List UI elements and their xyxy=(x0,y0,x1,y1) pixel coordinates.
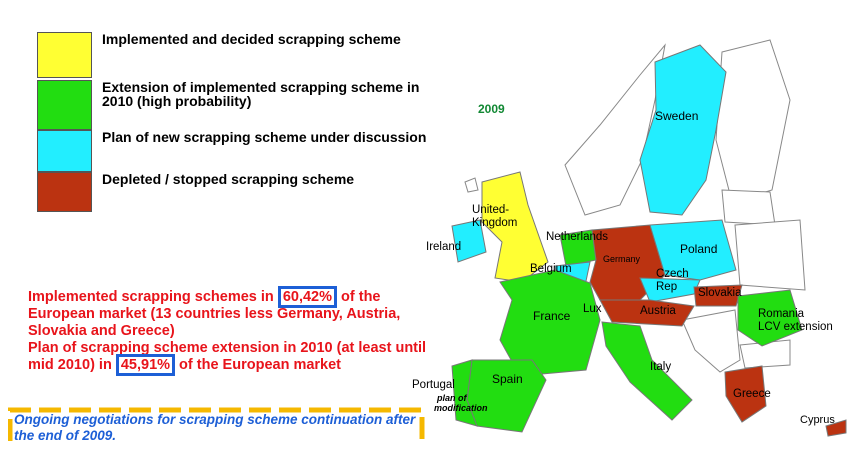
country-label: Italy xyxy=(650,361,671,373)
country xyxy=(599,299,695,327)
countries xyxy=(451,44,847,437)
country-note: modification xyxy=(434,403,488,413)
country-label: Austria xyxy=(640,305,676,317)
legend-item: Depleted / stopped scrapping scheme xyxy=(37,172,442,212)
country xyxy=(451,359,478,427)
country-label: Kingdom xyxy=(472,217,517,229)
country-label: LCV extension xyxy=(758,321,833,333)
country-label: Romania xyxy=(758,308,805,320)
country-label: Belgium xyxy=(530,263,572,275)
country xyxy=(737,289,803,347)
country xyxy=(825,419,847,437)
country xyxy=(639,44,727,216)
country xyxy=(693,284,743,307)
iceland xyxy=(464,177,479,193)
highlight: 60,42% xyxy=(277,286,337,308)
country-label: United- xyxy=(472,204,509,216)
text: Plan of scrapping scheme extension in 20… xyxy=(28,340,427,373)
legend-swatch xyxy=(37,32,92,78)
country-label: Slovakia xyxy=(698,287,742,299)
finland xyxy=(715,39,791,203)
country-label: Cyprus xyxy=(800,414,835,426)
legend-item: Implemented and decided scrapping scheme xyxy=(37,32,452,78)
highlight: 45,91% xyxy=(115,354,176,376)
east xyxy=(734,219,806,291)
summary: Implemented scrapping schemes in 60,42% … xyxy=(28,286,438,376)
legend-label: Extension of implemented scrapping schem… xyxy=(102,79,420,109)
country xyxy=(639,277,701,303)
legend-swatch xyxy=(37,80,92,130)
country xyxy=(649,219,737,281)
legend-label: Plan of new scrapping scheme under discu… xyxy=(102,129,427,145)
legend-swatch xyxy=(37,172,92,212)
country-label: Spain xyxy=(492,372,523,386)
country-label: France xyxy=(533,309,571,323)
year: 2009 xyxy=(478,102,505,116)
country-label: Lux xyxy=(583,303,602,315)
country xyxy=(451,219,487,263)
country-label: Germany xyxy=(603,254,641,264)
text: of the European market (13 countries les… xyxy=(28,289,401,339)
balkans xyxy=(681,309,741,373)
norway xyxy=(564,43,666,216)
country-note: plan of xyxy=(436,393,467,403)
country xyxy=(601,321,693,421)
country xyxy=(724,365,767,423)
text: Implemented scrapping schemes in xyxy=(28,289,278,305)
legend-item: Plan of new scrapping scheme under discu… xyxy=(37,130,442,172)
country-label: Greece xyxy=(733,388,771,400)
legend-label: Depleted / stopped scrapping scheme xyxy=(102,171,355,187)
baltics xyxy=(721,189,776,226)
frame xyxy=(8,407,425,441)
country-label: Czech xyxy=(656,268,689,280)
country-label: Poland xyxy=(680,242,717,256)
text: of the European market xyxy=(175,357,342,373)
country-label: Ireland xyxy=(426,241,461,253)
dashed-frame xyxy=(8,407,425,441)
legend-label: Implemented and decided scrapping scheme xyxy=(102,31,401,47)
country-label: Portugal xyxy=(412,379,455,391)
country xyxy=(466,359,547,433)
country xyxy=(499,269,601,377)
country-label: Netherlands xyxy=(546,231,608,243)
note: Ongoing negotiations for scrapping schem… xyxy=(14,412,416,443)
legend-item: Extension of implemented scrapping schem… xyxy=(37,80,432,130)
legend-swatch xyxy=(37,130,92,172)
country-label: Rep xyxy=(656,281,677,293)
country-label: Sweden xyxy=(655,109,698,123)
other-countries xyxy=(464,39,806,373)
